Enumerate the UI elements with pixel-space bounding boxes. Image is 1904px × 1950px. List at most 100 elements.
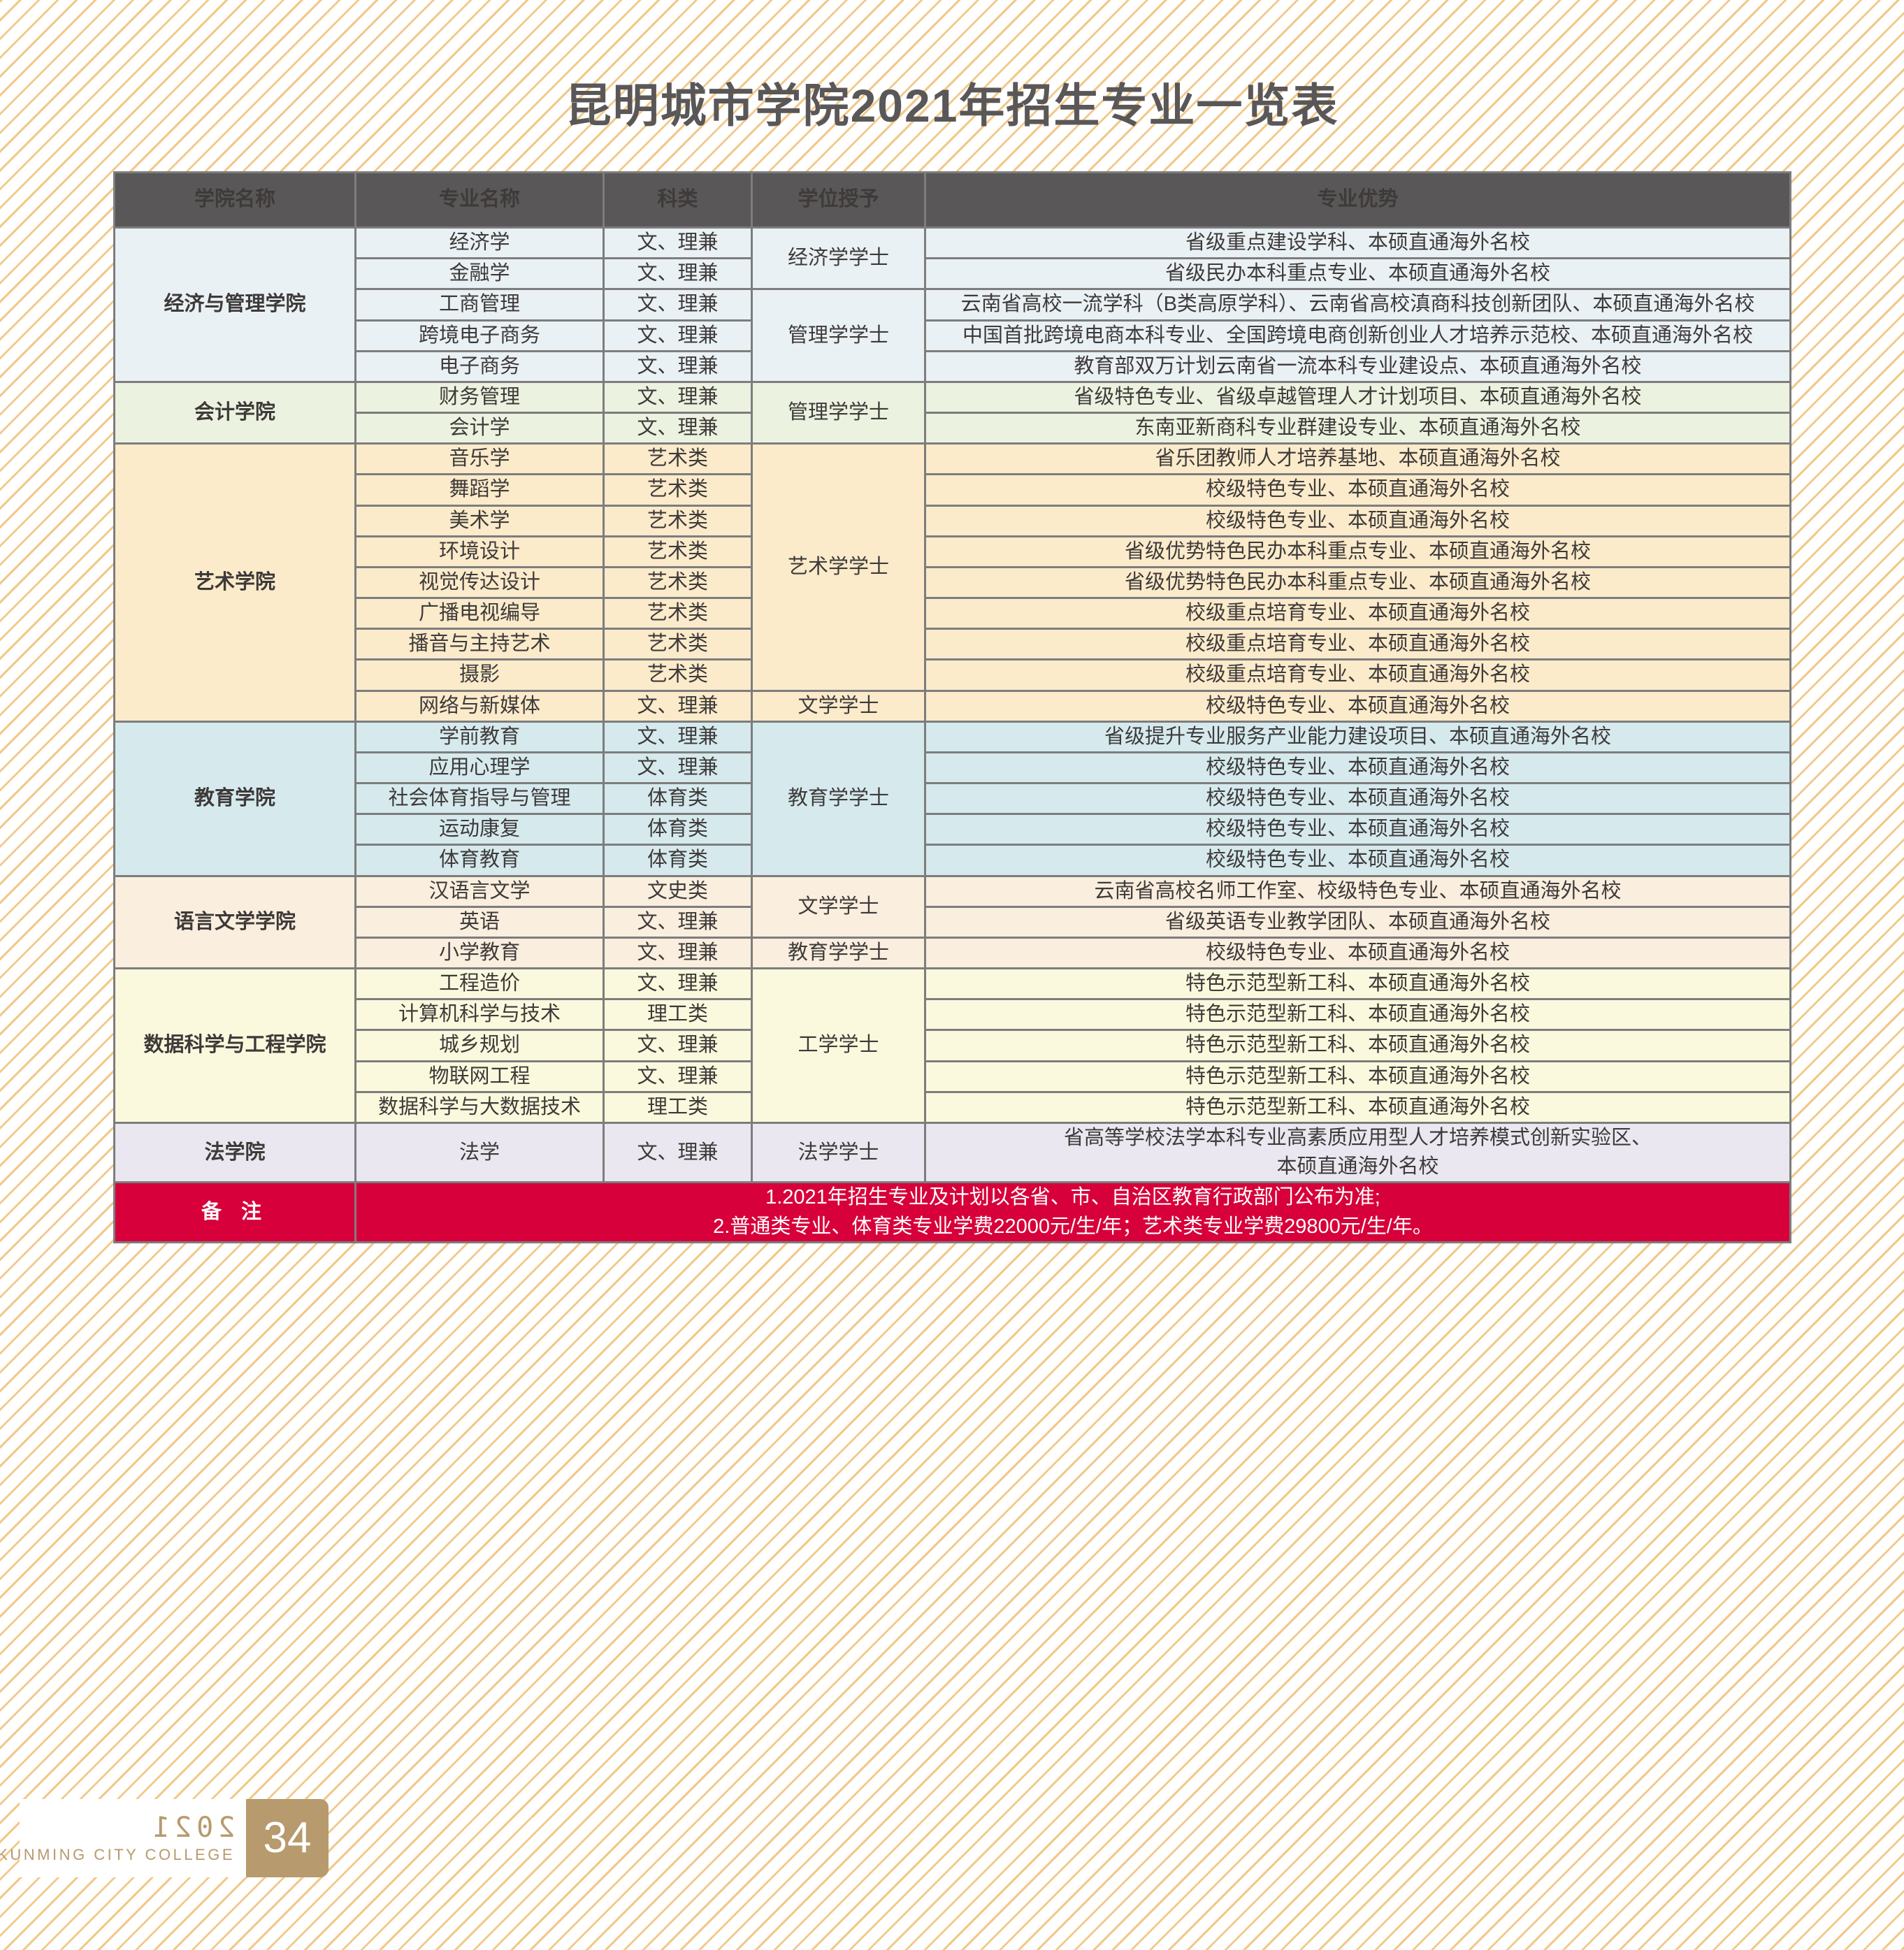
category-cell: 艺术类 (603, 535, 753, 568)
advantage-cell: 省级提升专业服务产业能力建设项目、本硕直通海外名校 (924, 720, 1791, 753)
table-row: 播音与主持艺术 艺术类 校级重点培育专业、本硕直通海外名校 (115, 628, 1791, 661)
major-name-cell: 小学教育 (354, 936, 605, 970)
degree-cell: 教育学学士 (751, 720, 926, 877)
major-name-cell: 工商管理 (354, 288, 605, 322)
table-row: 工商管理 文、理兼 管理学学士 云南省高校一流学科（B类高原学科）、云南省高校滇商科技… (115, 288, 1791, 383)
page-footer: 2021 KUNMING CITY COLLEGE 34 (0, 1799, 329, 1877)
table-row: 金融学 文、理兼 省级民办本科重点专业、本硕直通海外名校 (115, 257, 1791, 291)
major-name-cell: 体育教育 (354, 844, 605, 877)
advantage-cell: 校级重点培育专业、本硕直通海外名校 (924, 628, 1791, 661)
remark-line-2: 2.普通类专业、体育类专业学费22000元/生/年；艺术类专业学费29800元/… (713, 1215, 1433, 1238)
advantage-cell: 校级特色专业、本硕直通海外名校 (924, 504, 1791, 537)
category-cell: 文、理兼 (603, 967, 753, 1001)
table-row: 经济与管理学院 经济学 文、理兼 经济学学士 省级重点建设学科、本硕直通海外名校 (113, 226, 1791, 383)
table-row: 广播电视编导 艺术类 校级重点培育专业、本硕直通海外名校 (115, 597, 1791, 630)
college-name-cell: 教育学院 (113, 720, 356, 877)
major-name-cell: 广播电视编导 (354, 597, 605, 630)
major-name-cell: 电子商务 (354, 349, 605, 383)
advantage-cell: 特色示范型新工科、本硕直通海外名校 (924, 967, 1791, 1001)
major-name-cell: 汉语言文学 (354, 874, 605, 908)
category-cell: 文、理兼 (603, 1060, 753, 1093)
advantage-cell: 省乐团教师人才培养基地、本硕直通海外名校 (924, 442, 1791, 476)
category-cell: 文、理兼 (603, 751, 753, 785)
college-name-cell: 会计学院 (113, 380, 356, 445)
advantage-cell: 校级重点培育专业、本硕直通海外名校 (924, 658, 1791, 692)
table-row: 网络与新媒体 文、理兼 文学学士 校级特色专业、本硕直通海外名校 (115, 689, 1791, 723)
advantage-cell: 省级重点建设学科、本硕直通海外名校 (924, 226, 1791, 260)
major-name-cell: 城乡规划 (354, 1029, 605, 1062)
major-name-cell: 摄影 (354, 658, 605, 692)
table-row: 教育学院 学前教育 文、理兼 教育学学士 省级提升专业服务产业能力建设项目、本硕直通海外… (113, 720, 1791, 877)
major-name-cell: 应用心理学 (354, 751, 605, 785)
college-name-cell: 语言文学学院 (113, 874, 356, 970)
degree-cell: 艺术学学士 (751, 442, 926, 692)
major-name-cell: 法学 (354, 1121, 605, 1184)
table-row: 运动康复 体育类 校级特色专业、本硕直通海外名校 (115, 813, 1791, 846)
category-cell: 艺术类 (603, 565, 753, 600)
major-name-cell: 音乐学 (354, 442, 605, 476)
category-cell: 文、理兼 (603, 380, 753, 414)
table-row: 艺术学院 音乐学 艺术类 艺术学学士 省乐团教师人才培养基地、本硕直通海外名校 (113, 442, 1791, 723)
advantage-cell: 校级特色专业、本硕直通海外名校 (924, 473, 1791, 507)
table-row: 会计学院 财务管理 文、理兼 管理学学士 省级特色专业、省级卓越管理人才计划项目、本硕直… (113, 380, 1791, 445)
major-name-cell: 会计学 (354, 412, 605, 445)
table-row: 电子商务 文、理兼 教育部双万计划云南省一流本科专业建设点、本硕直通海外名校 (115, 349, 1791, 383)
category-cell: 理工类 (603, 998, 753, 1032)
degree-cell: 教育学学士 (751, 936, 926, 970)
category-cell: 文、理兼 (603, 226, 753, 260)
table-header: 学院名称 专业名称 科类 学位授予 专业优势 (113, 171, 1791, 229)
category-cell: 体育类 (603, 844, 753, 877)
major-name-cell: 物联网工程 (354, 1060, 605, 1093)
category-cell: 体育类 (603, 813, 753, 846)
category-cell: 文、理兼 (603, 412, 753, 445)
table-row: 英语 文、理兼 省级英语专业教学团队、本硕直通海外名校 (115, 905, 1791, 939)
major-name-cell: 播音与主持艺术 (354, 628, 605, 661)
college-name-cell: 经济与管理学院 (113, 226, 356, 383)
advantage-cell: 校级特色专业、本硕直通海外名校 (924, 936, 1791, 970)
category-cell: 艺术类 (603, 597, 753, 630)
category-cell: 文、理兼 (603, 905, 753, 939)
major-name-cell: 网络与新媒体 (354, 689, 605, 723)
advantage-cell: 东南亚新商科专业群建设专业、本硕直通海外名校 (924, 412, 1791, 445)
degree-cell: 文学学士 (751, 689, 926, 723)
table-row: 体育教育 体育类 校级特色专业、本硕直通海外名校 (115, 844, 1791, 877)
degree-cell: 管理学学士 (751, 288, 926, 383)
category-cell: 艺术类 (603, 473, 753, 507)
category-cell: 文史类 (603, 874, 753, 908)
table-row: 应用心理学 文、理兼 校级特色专业、本硕直通海外名校 (115, 751, 1791, 785)
table-row: 环境设计 艺术类 省级优势特色民办本科重点专业、本硕直通海外名校 (115, 535, 1791, 568)
category-cell: 艺术类 (603, 504, 753, 537)
major-name-cell: 经济学 (354, 226, 605, 260)
advantage-cell: 省级英语专业教学团队、本硕直通海外名校 (924, 905, 1791, 939)
table-row: 数据科学与工程学院 工程造价 文、理兼 工学学士 特色示范型新工科、本硕直通海外名校 (113, 967, 1791, 1124)
column-header-major: 专业名称 (354, 171, 605, 229)
degree-cell: 管理学学士 (751, 380, 926, 445)
column-header-advantage: 专业优势 (924, 171, 1791, 229)
advantage-cell: 省级特色专业、省级卓越管理人才计划项目、本硕直通海外名校 (924, 380, 1791, 414)
major-name-cell: 视觉传达设计 (354, 565, 605, 600)
majors-table: 学院名称 专业名称 科类 学位授予 专业优势 经济与管理学院 经济学 文、理兼 经济学… (113, 171, 1791, 1243)
page-number-badge: 34 (246, 1799, 329, 1877)
college-name-cell: 法学院 (113, 1121, 356, 1184)
major-name-cell: 运动康复 (354, 813, 605, 846)
category-cell: 文、理兼 (603, 1029, 753, 1062)
advantage-cell: 校级特色专业、本硕直通海外名校 (924, 689, 1791, 723)
advantage-cell: 云南省高校名师工作室、校级特色专业、本硕直通海外名校 (924, 874, 1791, 908)
category-cell: 文、理兼 (603, 288, 753, 322)
major-name-cell: 环境设计 (354, 535, 605, 568)
advantage-cell: 特色示范型新工科、本硕直通海外名校 (924, 1060, 1791, 1093)
advantage-cell: 教育部双万计划云南省一流本科专业建设点、本硕直通海外名校 (924, 349, 1791, 383)
advantage-cell: 中国首批跨境电商本科专业、全国跨境电商创新创业人才培养示范校、本硕直通海外名校 (924, 319, 1791, 352)
degree-cell: 经济学学士 (751, 226, 926, 291)
advantage-cell: 校级特色专业、本硕直通海外名校 (924, 844, 1791, 877)
table-row: 视觉传达设计 艺术类 省级优势特色民办本科重点专业、本硕直通海外名校 (115, 565, 1791, 600)
table-body: 经济与管理学院 经济学 文、理兼 经济学学士 省级重点建设学科、本硕直通海外名校 金融学文… (113, 226, 1791, 1243)
footer-year: 2021 (147, 1812, 235, 1844)
advantage-cell: 校级重点培育专业、本硕直通海外名校 (924, 597, 1791, 630)
column-header-category: 科类 (603, 171, 753, 229)
column-header-college: 学院名称 (113, 171, 356, 229)
header-row: 学院名称 专业名称 科类 学位授予 专业优势 (113, 171, 1791, 229)
table-row: 法学院 法学 文、理兼 法学学士 省高等学校法学本科专业高素质应用型人才培养模式创新实验… (113, 1121, 1791, 1184)
major-name-cell: 美术学 (354, 504, 605, 537)
footer-school-name: KUNMING CITY COLLEGE (0, 1846, 235, 1863)
